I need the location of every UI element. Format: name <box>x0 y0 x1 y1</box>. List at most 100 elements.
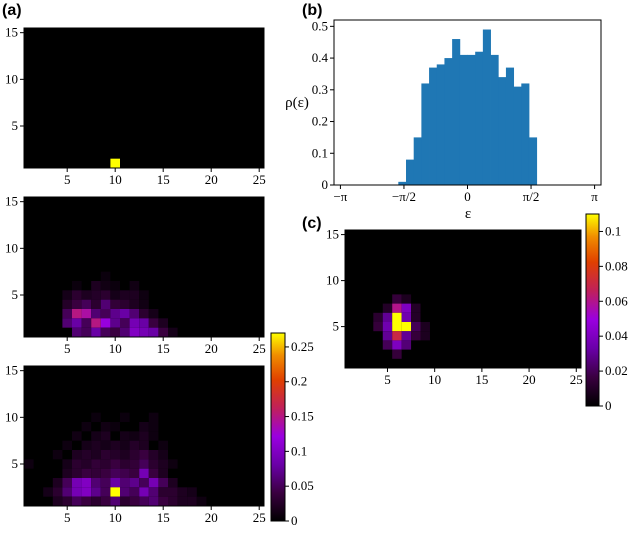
heatmap-cell <box>158 327 168 337</box>
heatmap-cell <box>91 327 101 337</box>
histogram-xlabel: ε <box>465 206 471 222</box>
x-tick-label: −π <box>333 189 347 204</box>
heatmap-cell <box>72 496 82 506</box>
heatmap-cell <box>139 487 149 497</box>
heatmap-cell <box>196 496 207 506</box>
histogram-b: −π −π/2 0 π/2 π 0 0.1 0.2 0.3 0.4 0.5 <box>312 18 602 204</box>
heatmap-cell <box>91 412 101 422</box>
heatmap-background <box>345 230 581 368</box>
heatmap-cell <box>81 450 92 460</box>
heatmap-cell <box>62 459 72 469</box>
y-tick-label: 0.1 <box>312 145 328 160</box>
heatmap-cell <box>139 450 149 460</box>
heatmap-cell <box>91 496 101 506</box>
heatmap-cell <box>401 294 412 304</box>
heatmap-cell <box>120 496 130 506</box>
heatmap-cell <box>129 468 140 478</box>
x-tick-label: 5 <box>64 510 71 525</box>
heatmap-cell <box>148 496 159 506</box>
heatmap-cell <box>392 312 402 322</box>
heatmap-cell <box>62 468 72 478</box>
histogram-bar <box>475 51 484 186</box>
heatmap-frame <box>344 229 582 369</box>
heatmap-cell <box>382 331 393 341</box>
heatmap-cell <box>72 487 82 497</box>
heatmap-cell <box>91 450 101 460</box>
heatmap-cell <box>392 331 402 341</box>
heatmap-cell <box>139 327 149 337</box>
heatmap-cell <box>168 487 178 497</box>
heatmap-cell <box>110 327 120 337</box>
heatmap-cell <box>120 299 130 309</box>
x-tick-label: 15 <box>157 341 170 356</box>
heatmap-cell <box>91 281 101 291</box>
heatmap-cell <box>110 459 120 469</box>
x-tick-label: 5 <box>64 172 71 187</box>
panel-label-b: (b) <box>302 2 322 19</box>
x-tick-label: 20 <box>523 372 536 387</box>
heatmap-cell <box>91 478 101 488</box>
heatmap-cell <box>158 468 168 478</box>
panel-label-c: (c) <box>302 215 322 232</box>
heatmap-cell <box>411 303 421 313</box>
heatmap-cell <box>158 459 168 469</box>
y-tick-label: 0.4 <box>312 50 329 65</box>
y-tick-label: 5 <box>12 456 19 471</box>
heatmap-cell <box>177 496 188 506</box>
histogram-bar <box>421 83 430 185</box>
heatmap-cell <box>110 422 120 432</box>
heatmap-cell <box>110 450 120 460</box>
heatmap-cell <box>62 318 72 328</box>
heatmap-cell <box>411 331 421 341</box>
heatmap-cell <box>392 340 402 350</box>
heatmap-cell <box>100 440 111 450</box>
heatmap-cell <box>120 450 130 460</box>
heatmap-cell <box>392 322 402 332</box>
heatmap-cell <box>91 487 101 497</box>
x-tick-label: 10 <box>428 372 441 387</box>
heatmap-cell <box>81 318 92 328</box>
heatmap-frame <box>23 365 265 507</box>
heatmap-cell <box>100 309 111 319</box>
x-tick-label: 10 <box>109 172 122 187</box>
heatmap-cell <box>129 318 140 328</box>
histogram-bar <box>429 67 438 185</box>
heatmap-cell <box>148 487 159 497</box>
histogram-bar <box>413 137 422 185</box>
heatmap-cell <box>129 309 140 319</box>
heatmap-cell <box>110 487 120 497</box>
x-tick-label: 10 <box>109 510 122 525</box>
heatmap-cell <box>52 487 63 497</box>
heatmap-cell <box>100 281 111 291</box>
heatmap-t40: 5 10 15 20 25 5 10 15 <box>5 363 266 525</box>
histogram-bar <box>528 137 538 185</box>
heatmap-cell <box>100 450 111 460</box>
histogram-bar <box>459 54 468 186</box>
x-tick-label: 15 <box>157 510 170 525</box>
heatmap-cell <box>62 309 72 319</box>
heatmap-cell <box>81 468 92 478</box>
heatmap-cell <box>382 322 393 332</box>
panel-label-a: (a) <box>2 2 22 19</box>
heatmap-cell <box>72 309 82 319</box>
y-tick-label: 0 <box>322 177 329 192</box>
heatmap-cell <box>420 331 430 341</box>
heatmap-cell <box>81 440 92 450</box>
y-tick-label: 10 <box>5 71 18 86</box>
colorbar-tick-label: 0 <box>605 398 612 413</box>
heatmap-cell <box>158 450 168 460</box>
heatmap-cell <box>100 318 111 328</box>
heatmap-cell <box>120 309 130 319</box>
x-tick-label: 25 <box>253 172 266 187</box>
heatmap-cell <box>158 318 168 328</box>
heatmap-cell <box>129 290 140 300</box>
heatmap-cell <box>91 290 101 300</box>
heatmap-cell <box>392 303 402 313</box>
heatmap-cell <box>129 281 140 291</box>
heatmap-cell <box>110 299 120 309</box>
heatmap-cell <box>81 299 92 309</box>
colorbar-tick-label: 0.2 <box>291 374 307 389</box>
heatmap-cell <box>420 322 430 332</box>
x-tick-label: 20 <box>205 510 218 525</box>
heatmap-cell <box>72 327 82 337</box>
